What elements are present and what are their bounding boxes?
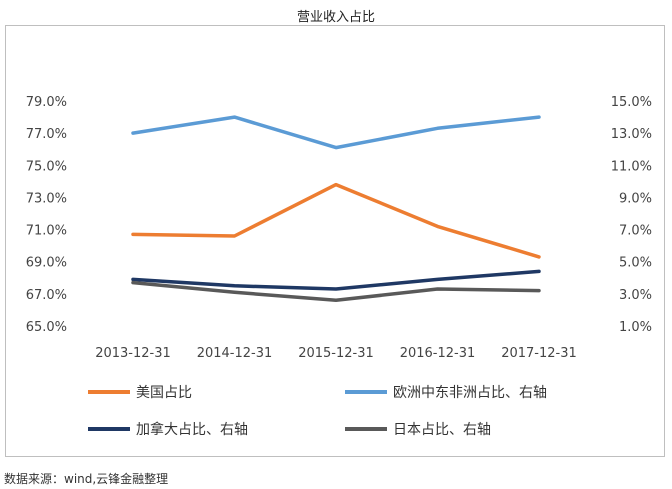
- series-line-4: [131, 280, 541, 303]
- left-axis-tick-label: 77.0%: [26, 127, 67, 142]
- legend-label: 日本占比、右轴: [393, 422, 491, 438]
- x-axis-tick-label: 2015-12-31: [298, 346, 374, 361]
- left-axis-tick-label: 71.0%: [26, 224, 67, 239]
- right-axis-tick-label: 7.0%: [619, 224, 652, 239]
- x-axis-tick-label: 2017-12-31: [501, 346, 577, 361]
- source-note: 数据来源：wind,云锋金融整理: [4, 472, 169, 486]
- legend-label: 加拿大占比、右轴: [136, 421, 248, 438]
- x-axis-tick-label: 2013-12-31: [95, 346, 171, 361]
- right-axis-tick-label: 9.0%: [619, 191, 652, 206]
- left-axis-tick-label: 75.0%: [26, 159, 67, 174]
- left-axis-tick-label: 67.0%: [26, 288, 67, 303]
- right-axis-tick-label: 15.0%: [611, 95, 652, 110]
- right-axis-tick-label: 11.0%: [611, 159, 652, 174]
- series-line-1: [131, 182, 541, 259]
- chart-title: 营业收入占比: [296, 10, 375, 25]
- left-axis-tick-label: 65.0%: [26, 320, 67, 335]
- left-axis-tick-label: 69.0%: [26, 256, 67, 271]
- right-axis-tick-label: 5.0%: [619, 256, 652, 271]
- left-axis-tick-label: 79.0%: [26, 95, 67, 110]
- series-line-3: [131, 269, 541, 291]
- right-axis-tick-label: 1.0%: [619, 320, 652, 335]
- legend-label: 欧洲中东非洲占比、右轴: [393, 385, 547, 401]
- chart-frame: [5, 25, 665, 457]
- legend-label: 美国占比: [136, 385, 192, 401]
- x-axis-tick-label: 2016-12-31: [400, 346, 476, 361]
- right-axis-tick-label: 13.0%: [611, 127, 652, 142]
- left-axis-tick-label: 73.0%: [26, 191, 67, 206]
- series-line-2: [131, 115, 541, 150]
- x-axis-tick-label: 2014-12-31: [197, 346, 273, 361]
- right-axis-tick-label: 3.0%: [619, 288, 652, 303]
